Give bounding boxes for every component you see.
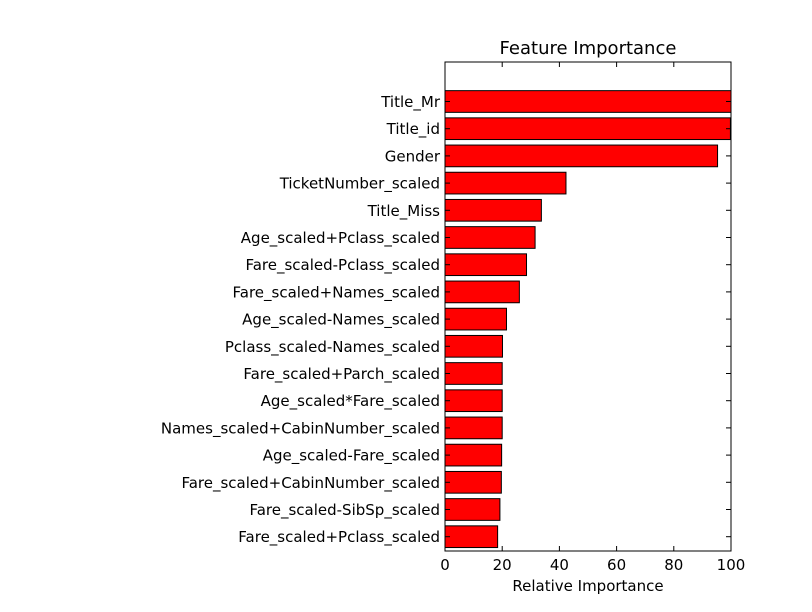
bar-13	[444, 443, 503, 467]
category-label-9: Pclass_scaled-Names_scaled	[225, 338, 440, 357]
category-label-12: Names_scaled+CabinNumber_scaled	[161, 419, 440, 438]
bar-12	[444, 416, 503, 440]
x-axis: 0 20 40 60 80 100	[440, 62, 745, 574]
category-label-10: Fare_scaled+Parch_scaled	[243, 365, 440, 384]
category-label-6: Fare_scaled-Pclass_scaled	[245, 256, 440, 275]
bar-8	[444, 307, 507, 331]
category-label-8: Age_scaled-Names_scaled	[242, 311, 440, 330]
category-label-0: Title_Mr	[380, 93, 441, 112]
bar-6	[444, 253, 528, 277]
bar-5	[444, 226, 536, 249]
category-label-16: Fare_scaled+Pclass_scaled	[238, 528, 440, 547]
category-label-4: Title_Miss	[367, 202, 441, 221]
bar-16	[444, 525, 499, 549]
bar-14	[444, 470, 502, 494]
bar-10	[444, 362, 503, 385]
bar-11	[444, 389, 503, 413]
bar-15	[444, 498, 501, 521]
plot-frame	[444, 61, 732, 552]
x-tick-label-1: 20	[493, 556, 512, 574]
bar-4	[444, 198, 542, 222]
bar-0	[444, 90, 732, 113]
x-tick-label-4: 80	[664, 556, 683, 574]
category-label-7: Fare_scaled+Names_scaled	[233, 283, 441, 302]
category-label-2: Gender	[385, 147, 441, 165]
bar-1	[444, 117, 731, 141]
bar-3	[444, 171, 567, 195]
category-label-5: Age_scaled+Pclass_scaled	[241, 229, 440, 248]
bar-2	[444, 144, 719, 168]
bar-9	[444, 334, 503, 358]
category-labels-group: Title_Mr Title_id Gender TicketNumber_scale…	[161, 93, 731, 547]
x-tick-label-3: 60	[607, 556, 626, 574]
x-tick-label-5: 100	[717, 556, 746, 574]
bar-7	[444, 280, 520, 304]
x-tick-label-0: 0	[440, 556, 450, 574]
category-label-14: Fare_scaled+CabinNumber_scaled	[181, 474, 440, 493]
x-axis-label: Relative Importance	[512, 577, 663, 595]
category-label-13: Age_scaled-Fare_scaled	[263, 447, 440, 466]
category-label-15: Fare_scaled-SibSp_scaled	[249, 501, 440, 520]
category-label-1: Title_id	[386, 120, 440, 139]
bars-group	[444, 90, 732, 549]
category-label-3: TicketNumber_scaled	[279, 175, 440, 194]
x-tick-label-2: 40	[550, 556, 569, 574]
category-label-11: Age_scaled*Fare_scaled	[261, 392, 440, 411]
chart-title: Feature Importance	[500, 38, 677, 59]
